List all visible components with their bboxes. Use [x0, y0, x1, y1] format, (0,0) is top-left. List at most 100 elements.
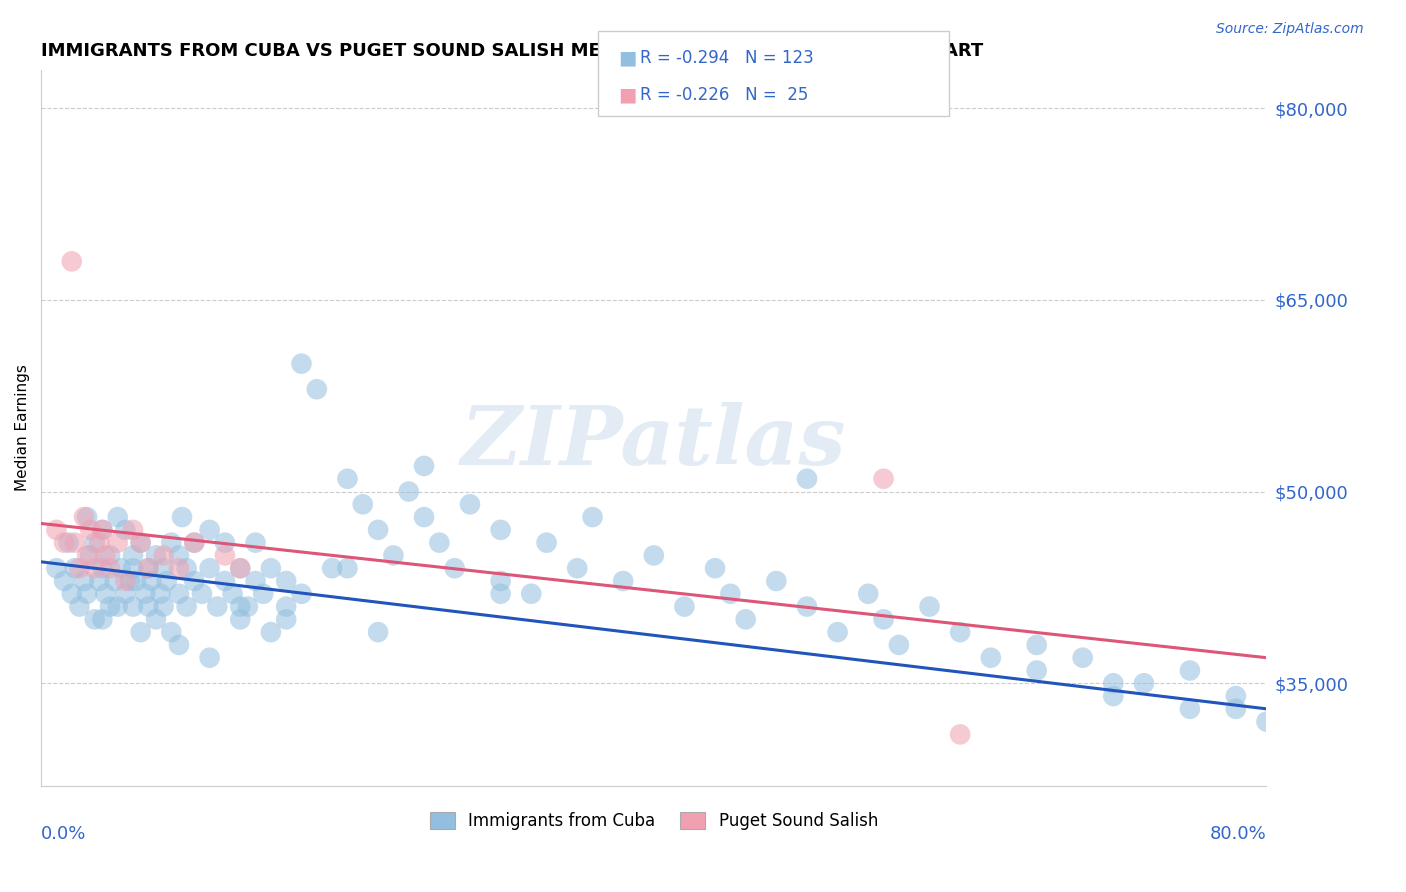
Point — [643, 549, 665, 563]
Point — [136, 561, 159, 575]
Point — [398, 484, 420, 499]
Point — [76, 549, 98, 563]
Point — [167, 561, 190, 575]
Point — [214, 574, 236, 588]
Point — [305, 382, 328, 396]
Point — [136, 561, 159, 575]
Point — [191, 587, 214, 601]
Point — [118, 574, 141, 588]
Point — [1225, 689, 1247, 703]
Point — [107, 599, 129, 614]
Text: R = -0.226   N =  25: R = -0.226 N = 25 — [640, 86, 808, 103]
Point — [149, 587, 172, 601]
Point — [83, 561, 105, 575]
Text: IMMIGRANTS FROM CUBA VS PUGET SOUND SALISH MEDIAN EARNINGS CORRELATION CHART: IMMIGRANTS FROM CUBA VS PUGET SOUND SALI… — [41, 42, 983, 60]
Point — [45, 523, 67, 537]
Point — [1178, 664, 1201, 678]
Point — [734, 612, 756, 626]
Point — [489, 587, 512, 601]
Point — [1102, 676, 1125, 690]
Point — [367, 625, 389, 640]
Point — [152, 561, 174, 575]
Point — [76, 510, 98, 524]
Point — [276, 574, 298, 588]
Point — [53, 574, 76, 588]
Point — [79, 549, 101, 563]
Point — [673, 599, 696, 614]
Point — [567, 561, 589, 575]
Legend: Immigrants from Cuba, Puget Sound Salish: Immigrants from Cuba, Puget Sound Salish — [422, 803, 886, 838]
Point — [413, 510, 436, 524]
Point — [443, 561, 465, 575]
Point — [245, 574, 267, 588]
Point — [704, 561, 727, 575]
Point — [229, 561, 252, 575]
Point — [122, 523, 145, 537]
Point — [276, 612, 298, 626]
Text: 0.0%: 0.0% — [41, 825, 87, 843]
Point — [104, 574, 127, 588]
Point — [290, 587, 312, 601]
Point — [125, 574, 148, 588]
Point — [91, 523, 114, 537]
Point — [336, 561, 359, 575]
Point — [134, 587, 156, 601]
Point — [89, 574, 111, 588]
Point — [221, 587, 243, 601]
Point — [167, 587, 190, 601]
Point — [122, 549, 145, 563]
Point — [252, 587, 274, 601]
Point — [160, 535, 183, 549]
Point — [160, 625, 183, 640]
Point — [76, 587, 98, 601]
Point — [1225, 702, 1247, 716]
Point — [321, 561, 343, 575]
Point — [91, 612, 114, 626]
Point — [176, 561, 198, 575]
Point — [1025, 664, 1047, 678]
Point — [980, 650, 1002, 665]
Point — [413, 458, 436, 473]
Point — [98, 599, 121, 614]
Point — [94, 549, 117, 563]
Point — [489, 574, 512, 588]
Point — [114, 587, 136, 601]
Point — [1102, 689, 1125, 703]
Point — [107, 535, 129, 549]
Point — [612, 574, 634, 588]
Point — [98, 561, 121, 575]
Point — [520, 587, 543, 601]
Point — [207, 599, 229, 614]
Point — [45, 561, 67, 575]
Point — [83, 535, 105, 549]
Point — [427, 535, 450, 549]
Point — [489, 523, 512, 537]
Point — [145, 549, 167, 563]
Point — [73, 574, 96, 588]
Point — [949, 727, 972, 741]
Point — [1133, 676, 1156, 690]
Point — [367, 523, 389, 537]
Point — [1071, 650, 1094, 665]
Point — [536, 535, 558, 549]
Text: Source: ZipAtlas.com: Source: ZipAtlas.com — [1216, 22, 1364, 37]
Point — [352, 497, 374, 511]
Point — [245, 535, 267, 549]
Point — [229, 612, 252, 626]
Point — [796, 472, 818, 486]
Point — [827, 625, 849, 640]
Text: ZIPatlas: ZIPatlas — [461, 402, 846, 482]
Point — [858, 587, 880, 601]
Point — [114, 523, 136, 537]
Point — [129, 535, 152, 549]
Point — [94, 587, 117, 601]
Point — [183, 535, 205, 549]
Point — [214, 535, 236, 549]
Y-axis label: Median Earnings: Median Earnings — [15, 364, 30, 491]
Point — [918, 599, 941, 614]
Point — [198, 650, 221, 665]
Point — [214, 549, 236, 563]
Point — [183, 574, 205, 588]
Point — [260, 625, 283, 640]
Point — [1256, 714, 1278, 729]
